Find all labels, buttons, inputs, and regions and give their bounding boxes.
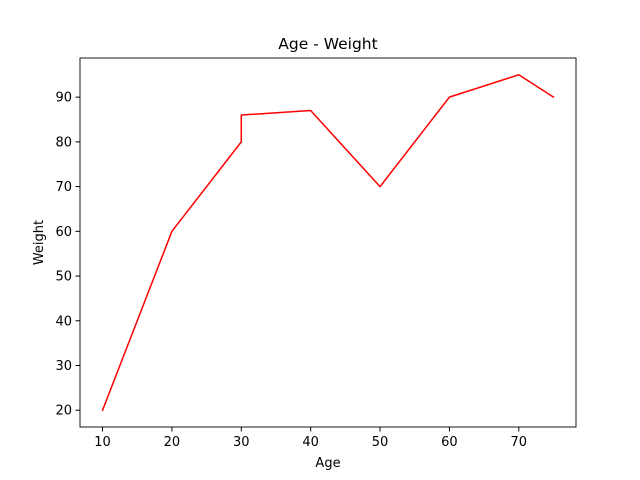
x-tick-label: 50 [372,435,389,450]
x-axis-ticks: 10 20 30 40 50 60 70 [94,427,527,450]
series-layer [101,74,555,412]
x-tick-label: 30 [233,435,250,450]
y-tick-label: 70 [55,180,72,195]
plot-area [79,57,577,428]
series-line [101,74,555,412]
chart-title: Age - Weight [278,35,377,53]
y-axis-label: Weight [32,220,47,265]
y-axis-ticks: 20 30 40 50 60 70 80 90 [55,91,80,419]
y-tick-label: 20 [55,404,72,419]
x-tick-label: 10 [94,435,111,450]
y-tick-label: 90 [55,91,72,106]
y-tick-label: 80 [55,135,72,150]
x-tick-label: 70 [510,435,527,450]
y-tick-label: 50 [55,270,72,285]
x-tick-label: 40 [302,435,319,450]
x-tick-label: 60 [441,435,458,450]
x-tick-label: 20 [164,435,181,450]
x-axis-label: Age [315,456,340,471]
y-tick-label: 40 [55,314,72,329]
y-tick-label: 60 [55,225,72,240]
y-tick-label: 30 [55,359,72,374]
